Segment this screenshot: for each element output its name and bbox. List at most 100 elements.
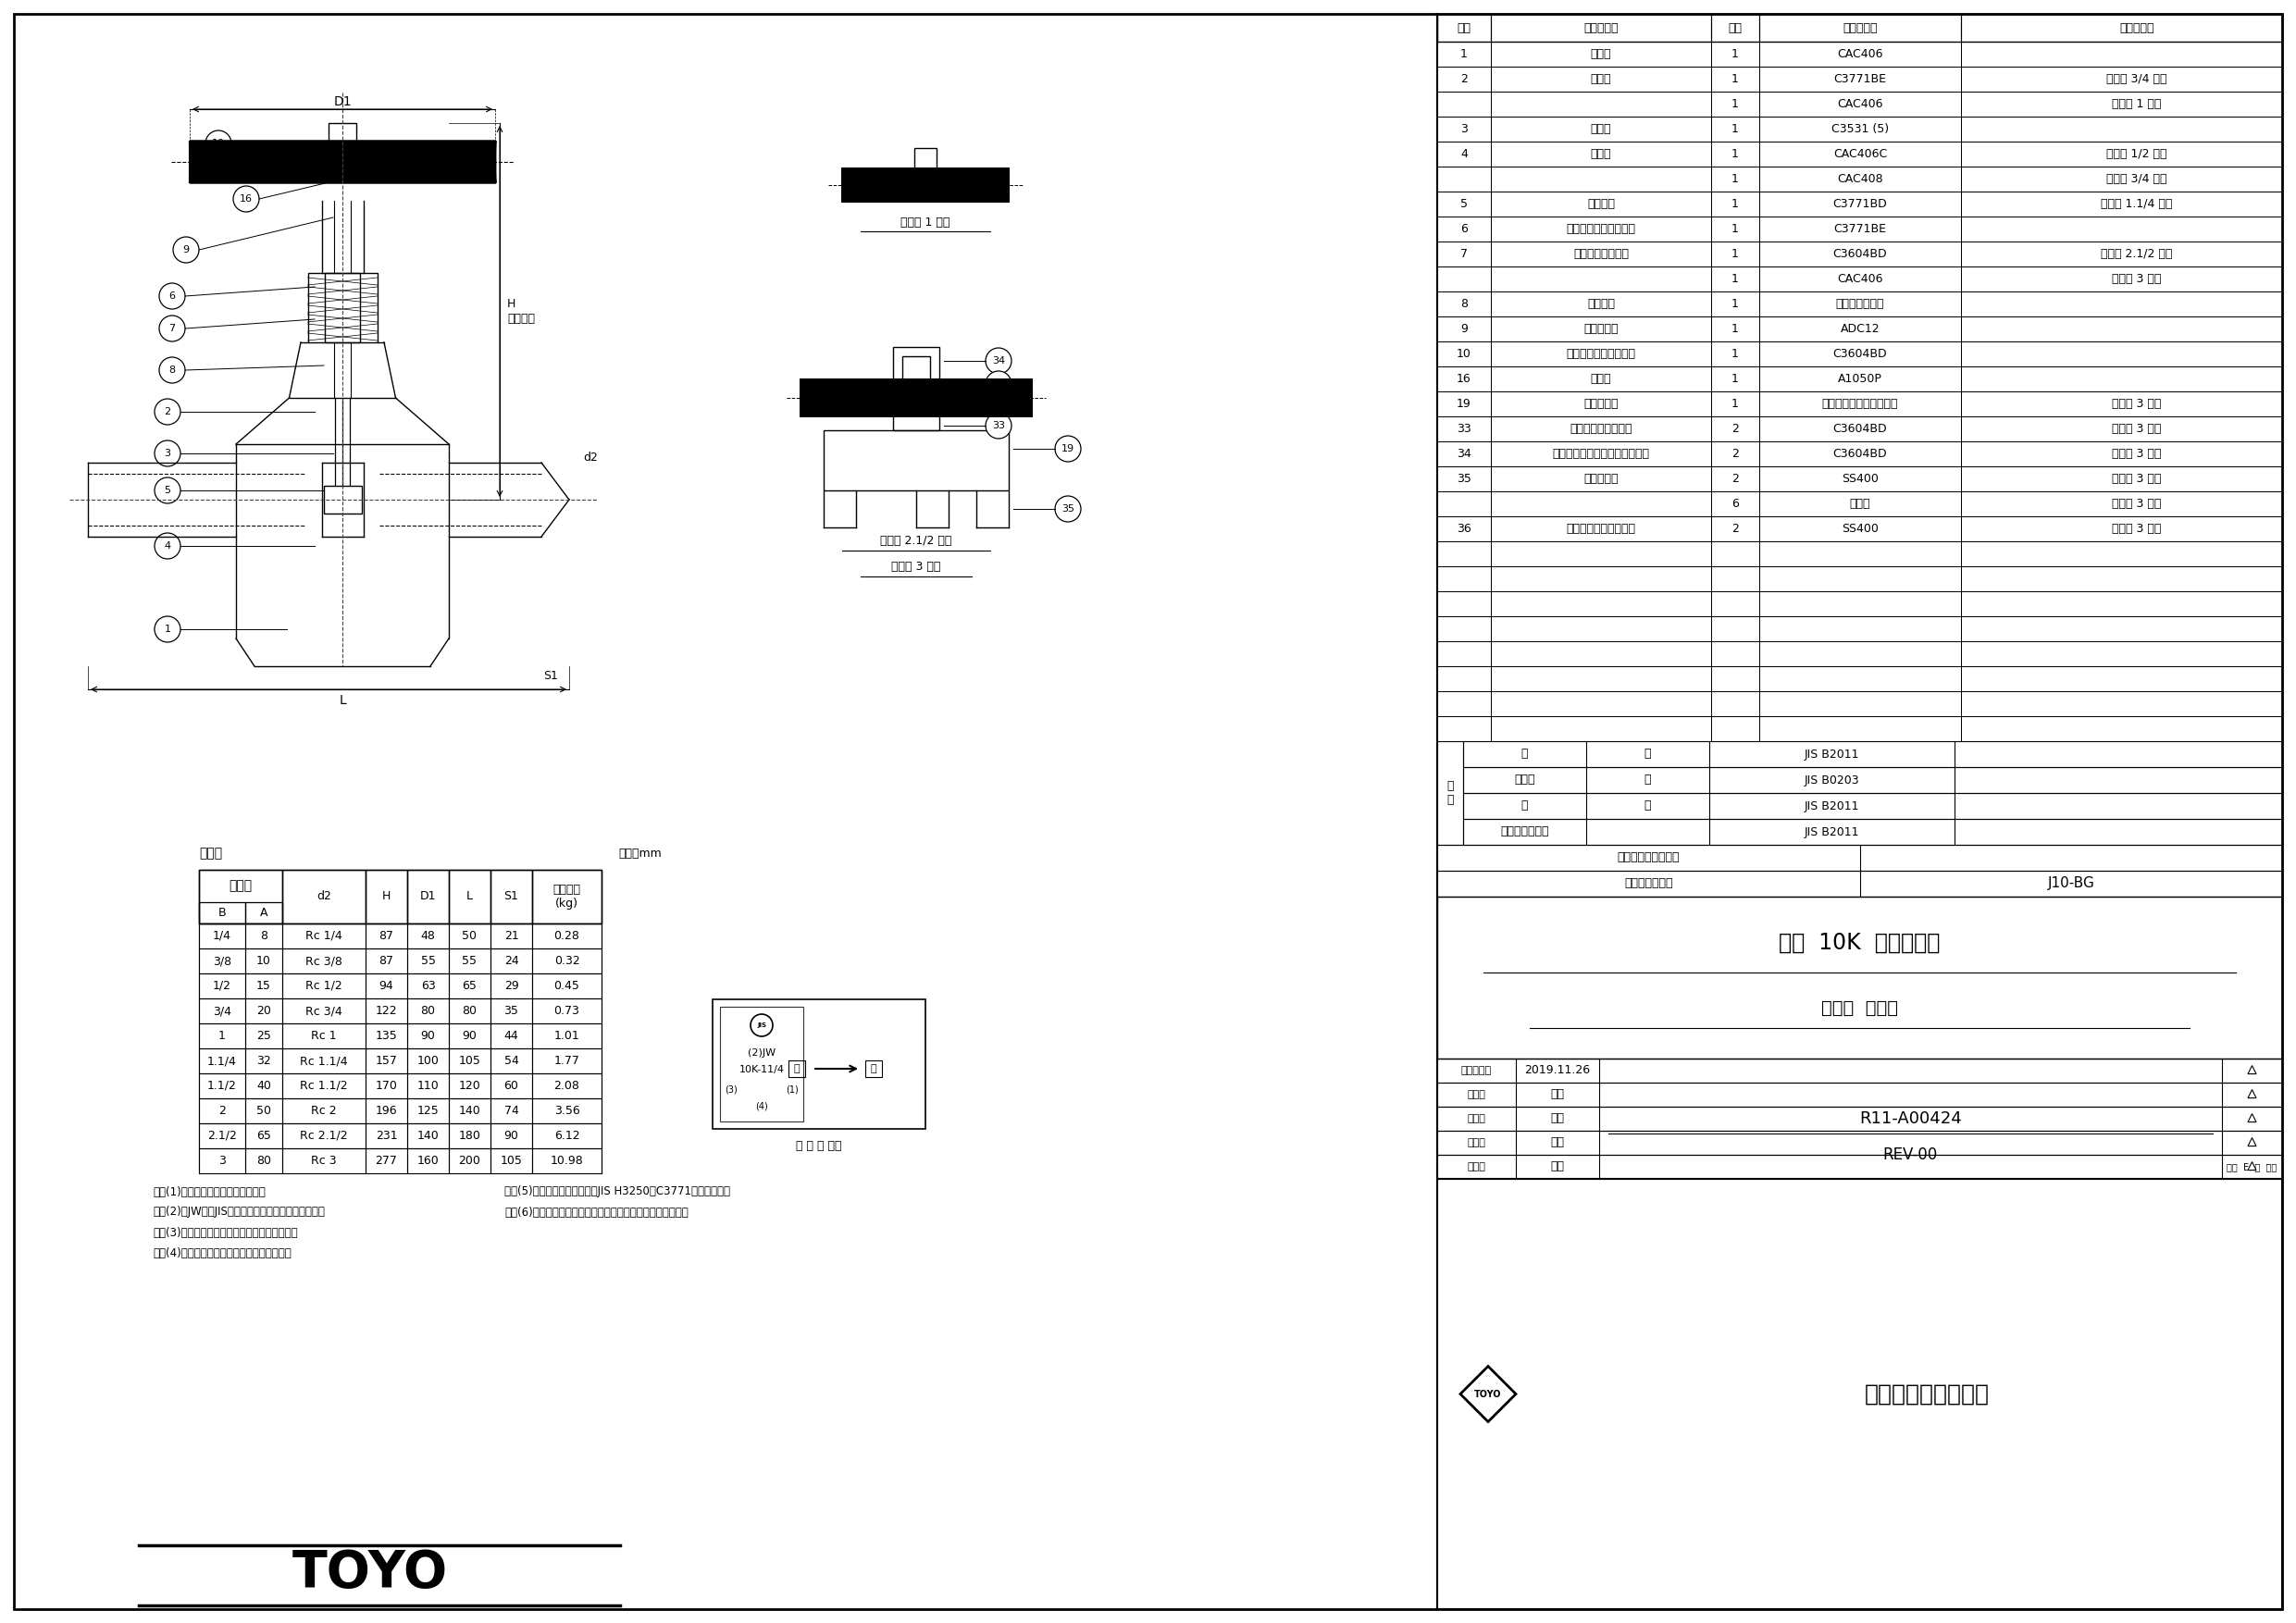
- Text: 松木: 松木: [1550, 1136, 1564, 1149]
- Text: SS400: SS400: [1841, 523, 1878, 536]
- Text: 1: 1: [1731, 49, 1738, 60]
- Circle shape: [158, 315, 186, 341]
- Text: 呼び径 3 のみ: 呼び径 3 のみ: [2112, 273, 2161, 286]
- Text: 2: 2: [1731, 424, 1738, 435]
- Bar: [1437, 516, 2282, 542]
- Text: R11-A00424: R11-A00424: [1860, 1110, 1961, 1126]
- Circle shape: [985, 394, 1013, 420]
- Text: 製　品　コ　ー　ド: 製 品 コ ー ド: [1616, 852, 1681, 863]
- Text: 87: 87: [379, 954, 395, 967]
- Bar: [282, 870, 365, 923]
- Text: 65: 65: [257, 1130, 271, 1143]
- Circle shape: [172, 237, 200, 263]
- Bar: [308, 273, 377, 342]
- Text: 4: 4: [1460, 148, 1467, 161]
- Bar: [1437, 641, 2282, 665]
- Text: L: L: [466, 891, 473, 902]
- Text: 間: 間: [1644, 748, 1651, 760]
- Text: 2: 2: [1731, 448, 1738, 459]
- Text: 140: 140: [418, 1130, 439, 1143]
- Bar: [1437, 1156, 2282, 1178]
- Text: 80: 80: [420, 1005, 436, 1018]
- Text: 6: 6: [1731, 498, 1738, 510]
- Text: 炭素鋼: 炭素鋼: [1851, 498, 1871, 510]
- Text: S1: S1: [503, 891, 519, 902]
- Text: ADC12: ADC12: [1841, 323, 1880, 334]
- Text: 1: 1: [1731, 148, 1738, 161]
- Text: 1: 1: [218, 1031, 225, 1042]
- Text: 単位：mm: 単位：mm: [618, 847, 661, 859]
- Bar: [1437, 846, 2282, 870]
- Text: 7: 7: [170, 325, 174, 333]
- Text: JIS B0203: JIS B0203: [1805, 774, 1860, 786]
- Text: 1: 1: [1731, 97, 1738, 110]
- Text: 弁　棒: 弁 棒: [1591, 123, 1612, 135]
- Bar: [406, 870, 448, 923]
- Text: 87: 87: [379, 930, 395, 941]
- Bar: [1437, 167, 2282, 192]
- Text: 63: 63: [420, 980, 436, 992]
- Text: 1: 1: [1731, 222, 1738, 235]
- Bar: [1463, 768, 2282, 794]
- Text: 36: 36: [992, 403, 1006, 412]
- Text: 2.1/2: 2.1/2: [207, 1130, 236, 1143]
- Text: パッキン押さえボルト用ナット: パッキン押さえボルト用ナット: [1552, 448, 1649, 459]
- Bar: [1437, 391, 2282, 417]
- Circle shape: [154, 477, 181, 503]
- Text: 180: 180: [459, 1130, 480, 1143]
- Text: 1: 1: [1731, 273, 1738, 286]
- Text: 35: 35: [1061, 505, 1075, 513]
- Text: 部番: 部番: [1458, 21, 1472, 34]
- Text: 32: 32: [257, 1055, 271, 1066]
- Text: CAC406: CAC406: [1837, 49, 1883, 60]
- Text: ふたボルト: ふたボルト: [1584, 472, 1619, 485]
- Text: Rc 1: Rc 1: [312, 1031, 338, 1042]
- Bar: [866, 1060, 882, 1078]
- Text: C3771BE: C3771BE: [1835, 222, 1887, 235]
- Text: (6)　可燃性ガス・毒性ガスには使用しないでください。: (6) 可燃性ガス・毒性ガスには使用しないでください。: [505, 1206, 689, 1219]
- Text: 35: 35: [503, 1005, 519, 1018]
- Bar: [1437, 316, 2282, 341]
- Text: ガスケット: ガスケット: [1584, 398, 1619, 411]
- Text: (2)JW: (2)JW: [748, 1048, 776, 1058]
- Text: 中村: 中村: [1550, 1113, 1564, 1125]
- Text: 40: 40: [257, 1079, 271, 1092]
- Text: 48: 48: [420, 930, 436, 941]
- Text: Rc 2.1/2: Rc 2.1/2: [301, 1130, 347, 1143]
- Text: C3604BD: C3604BD: [1832, 424, 1887, 435]
- Bar: [1437, 1083, 2282, 1107]
- Bar: [200, 998, 602, 1024]
- Bar: [200, 1073, 602, 1099]
- Bar: [1437, 492, 2282, 516]
- Text: 7: 7: [994, 380, 1001, 388]
- Text: 記号  E  付  承認: 記号 E 付 承認: [2227, 1162, 2278, 1172]
- Bar: [1437, 67, 2282, 91]
- Text: 1.01: 1.01: [553, 1031, 579, 1042]
- Bar: [1437, 566, 2282, 591]
- Text: 54: 54: [503, 1055, 519, 1066]
- Bar: [788, 1060, 806, 1078]
- Text: (1): (1): [785, 1086, 799, 1094]
- Bar: [1437, 665, 2282, 691]
- Bar: [1437, 691, 2282, 716]
- Bar: [1437, 242, 2282, 266]
- Text: 5: 5: [1460, 198, 1467, 209]
- Text: C3771BD: C3771BD: [1832, 198, 1887, 209]
- Text: 170: 170: [374, 1079, 397, 1092]
- Text: 10: 10: [1456, 347, 1472, 360]
- Text: CAC406: CAC406: [1837, 273, 1883, 286]
- Text: 50: 50: [257, 1105, 271, 1117]
- Text: H: H: [381, 891, 390, 902]
- Text: 2019.11.26: 2019.11.26: [1525, 1065, 1591, 1076]
- Text: Rc 1/4: Rc 1/4: [305, 930, 342, 941]
- Text: A1050P: A1050P: [1839, 373, 1883, 385]
- Text: 承　認: 承 認: [1467, 1091, 1486, 1099]
- Text: 125: 125: [418, 1105, 439, 1117]
- Text: 90: 90: [461, 1031, 478, 1042]
- Text: C3604BD: C3604BD: [1832, 347, 1887, 360]
- Text: 1: 1: [1731, 299, 1738, 310]
- Text: 青銅  10K  ねじ込み形: 青銅 10K ねじ込み形: [1779, 932, 1940, 954]
- Text: 1/4: 1/4: [214, 930, 232, 941]
- Bar: [1437, 617, 2282, 641]
- Text: CAC406: CAC406: [1837, 97, 1883, 110]
